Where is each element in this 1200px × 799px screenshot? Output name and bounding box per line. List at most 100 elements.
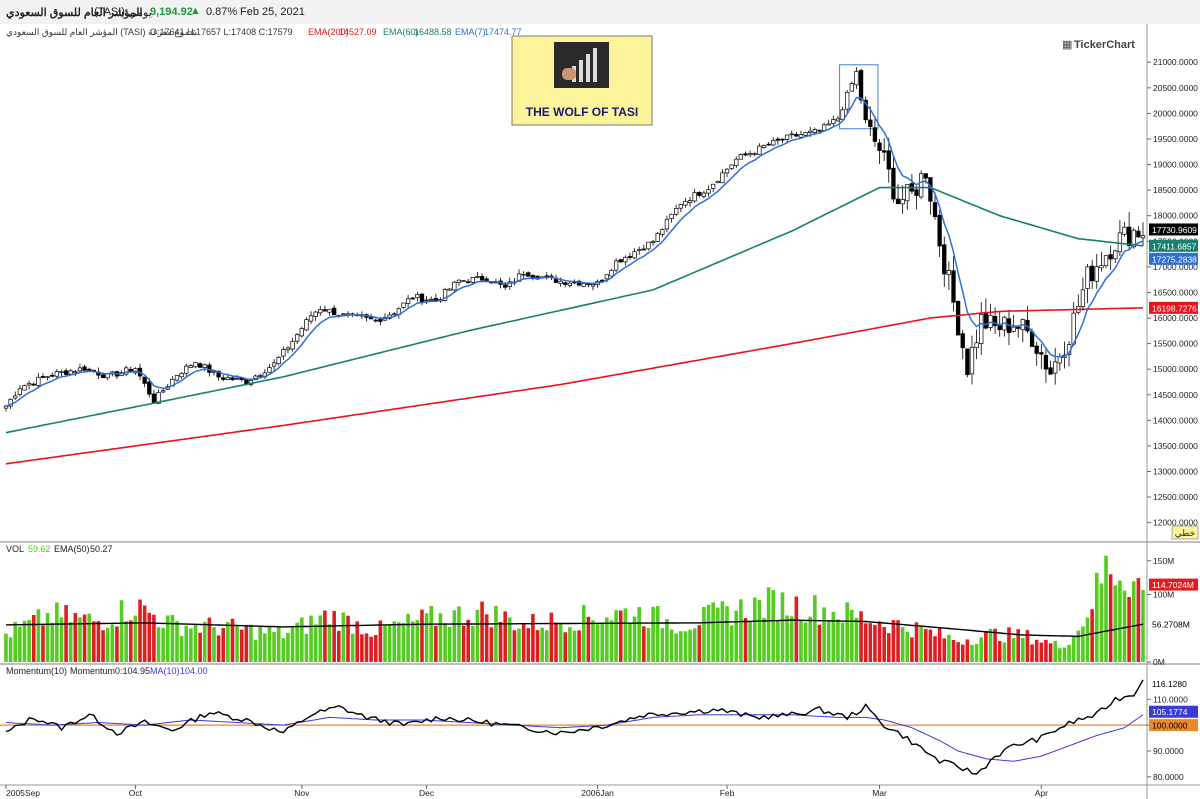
candle-body: [974, 342, 979, 349]
volume-ema-value: 50.27: [90, 544, 113, 554]
volume-bar: [244, 625, 249, 662]
candle-body: [285, 347, 291, 351]
candle-body: [697, 191, 702, 196]
volume-bar: [253, 639, 258, 662]
candle-body: [724, 168, 730, 174]
volume-bar: [1062, 647, 1067, 662]
ema7-tag: 17275.2838: [1152, 254, 1197, 264]
scale-mode-button[interactable]: [1171, 525, 1199, 540]
instrument-symbol[interactable]: (TASI): [94, 6, 125, 18]
candle-body: [281, 349, 286, 357]
volume-bar: [170, 614, 175, 662]
candle-body: [267, 367, 272, 373]
candle-body: [26, 383, 32, 386]
volume-bar: [239, 629, 244, 662]
volume-bar: [813, 595, 817, 662]
volume-bar: [799, 620, 803, 662]
volume-bar: [429, 605, 434, 662]
volume-bar: [692, 628, 697, 662]
last-volume-tag: 114.7024M: [1152, 580, 1194, 590]
ema60-tag: 17411.6857: [1152, 241, 1197, 251]
price-tick-label: 15000.0000: [1153, 364, 1198, 374]
instrument-name[interactable]: المؤشر العام للسوق السعودي: [6, 7, 143, 19]
date-tick-label: Mar: [872, 788, 887, 798]
volume-bar: [1071, 636, 1076, 662]
price-tick-label: 18000.0000: [1153, 211, 1198, 221]
candle-body: [8, 398, 13, 407]
volume-bar: [660, 628, 665, 662]
candle-body: [151, 393, 157, 404]
candle-body: [225, 377, 231, 380]
volume-bar: [863, 623, 868, 662]
candle-body: [784, 134, 790, 140]
volume-bar: [655, 606, 660, 662]
volume-bar: [725, 606, 729, 662]
volume-bar: [1007, 627, 1011, 662]
volume-bar: [974, 644, 979, 662]
volume-bar: [766, 587, 771, 662]
period-label[interactable]: يومي: [128, 7, 152, 19]
volume-bar: [1025, 630, 1030, 662]
candle-body: [1126, 226, 1132, 247]
last-price: 9,194.92: [150, 6, 193, 18]
volume-bar: [1039, 642, 1044, 662]
brand-name: TickerChart: [1074, 39, 1135, 51]
volume-ema-label: EMA(50): [54, 544, 90, 554]
momentum-tag: 116.1280: [1152, 679, 1187, 689]
price-tick-label: 20000.0000: [1153, 108, 1198, 118]
candle-body: [318, 309, 323, 314]
candle-body: [604, 274, 610, 280]
volume-bar: [193, 624, 198, 662]
volume-bar: [272, 632, 276, 662]
candle-body: [124, 367, 129, 375]
price-tick-label: 19000.0000: [1153, 160, 1198, 170]
volume-bar: [198, 632, 202, 662]
volume-bar: [1030, 644, 1034, 662]
ema200-line: [5, 307, 1144, 465]
candle-body: [623, 256, 628, 263]
volume-bar: [161, 627, 165, 662]
chart-canvas[interactable]: المؤشر العام للسوق السعودي (TASI) شموع م…: [0, 24, 1200, 799]
volume-bar: [683, 631, 688, 662]
candle-body: [854, 71, 859, 86]
volume-bar: [877, 621, 882, 662]
candle-body: [271, 362, 277, 367]
volume-bar: [300, 617, 304, 662]
date-tick-label: Nov: [294, 788, 310, 798]
volume-bar: [568, 627, 572, 662]
candle-body: [1122, 226, 1127, 235]
candle-body: [937, 214, 942, 247]
candle-body: [452, 281, 457, 291]
candle-body: [258, 375, 263, 377]
candle-body: [932, 202, 938, 218]
candle-body: [424, 299, 429, 302]
volume-bar: [840, 622, 845, 662]
candle-body: [429, 298, 434, 301]
volume-bar: [184, 625, 189, 662]
candle-body: [1136, 230, 1141, 238]
candle-body: [308, 315, 314, 322]
candle-body: [54, 371, 59, 377]
volume-bar: [290, 627, 295, 662]
candle-body: [530, 275, 536, 278]
candle-body: [1103, 255, 1109, 267]
candle-body: [1117, 232, 1123, 253]
volume-bar: [623, 608, 628, 662]
candle-body: [442, 289, 448, 301]
volume-bar: [323, 610, 327, 662]
candle-body: [179, 373, 184, 378]
volume-bar: [138, 599, 142, 662]
volume-bar: [175, 621, 179, 662]
candle-body: [419, 293, 425, 302]
volume-bar: [457, 606, 461, 662]
ema200-label: EMA(200): [308, 27, 349, 37]
candle-body: [197, 363, 203, 368]
volume-bar: [854, 617, 859, 662]
ema200-tag-bg: [1149, 301, 1198, 314]
volume-bar: [471, 626, 475, 662]
volume-bar: [309, 615, 313, 662]
price-tick-label: 16000.0000: [1153, 313, 1198, 323]
volume-bar: [124, 621, 128, 662]
last-date: Feb 25, 2021: [240, 6, 305, 18]
candle-body: [211, 370, 217, 373]
